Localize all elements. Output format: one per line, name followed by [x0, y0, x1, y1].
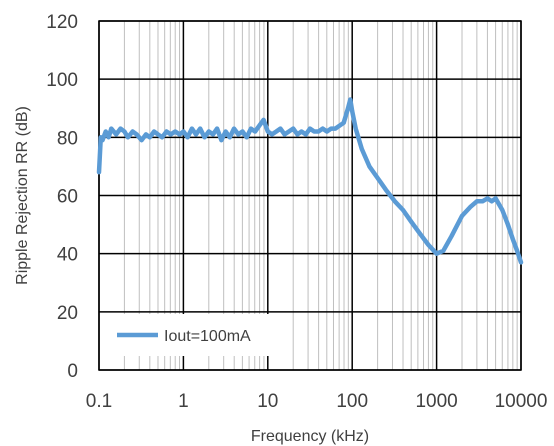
x-axis-title: Frequency (kHz) — [251, 428, 369, 445]
y-axis-title: Ripple Rejection RR (dB) — [14, 106, 31, 285]
legend: Iout=100mA — [104, 314, 292, 356]
plot-area-border — [98, 20, 522, 371]
x-tick-label: 1 — [178, 391, 189, 412]
x-tick-label: 100 — [336, 391, 368, 412]
y-tick-label: 100 — [46, 70, 78, 91]
series-line — [96, 97, 524, 265]
x-tick-label: 10 — [257, 391, 278, 412]
y-tick-label: 80 — [57, 128, 78, 149]
legend-label: Iout=100mA — [164, 328, 251, 345]
y-tick-label: 40 — [57, 245, 78, 266]
y-tick-label: 60 — [57, 187, 78, 208]
x-tick-label: 10000 — [495, 391, 548, 412]
y-tick-label: 0 — [67, 361, 78, 382]
series-layer — [96, 97, 524, 265]
y-tick-label: 120 — [46, 12, 78, 33]
x-tick-label: 1000 — [415, 391, 457, 412]
y-tick-label: 20 — [57, 303, 78, 324]
y-axis-tick-labels: 0 20 40 60 80 100 120 — [46, 12, 78, 382]
x-tick-label: 0.1 — [86, 391, 112, 412]
x-axis-tick-labels: 0.1 1 10 100 1000 10000 — [86, 391, 548, 412]
